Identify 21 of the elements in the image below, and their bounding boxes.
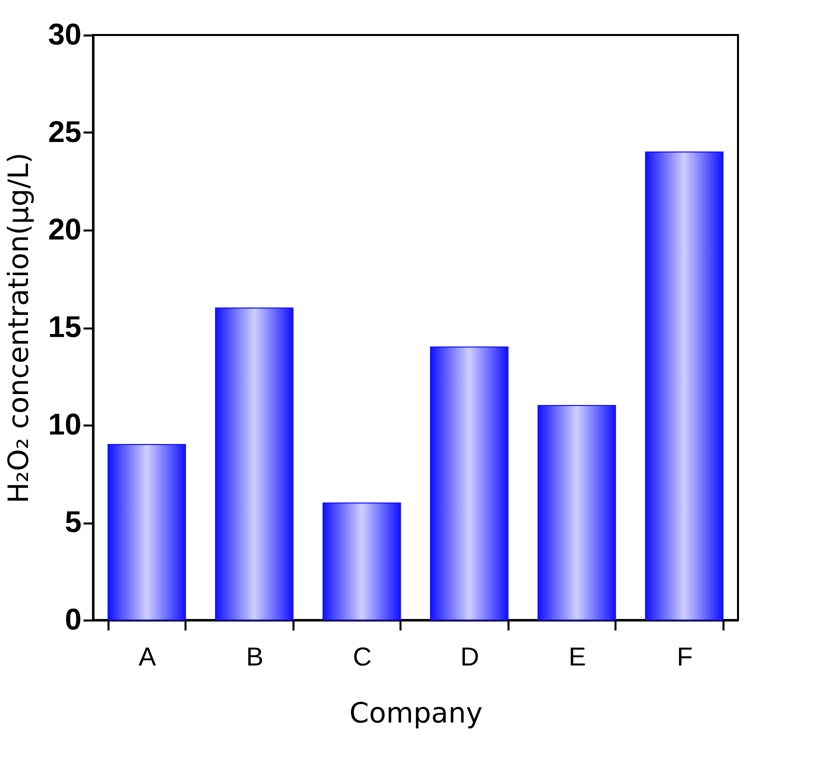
x-tick-label: E	[568, 642, 586, 672]
bar	[645, 152, 724, 620]
x-tick-label: F	[676, 642, 693, 672]
x-tick-label: B	[246, 642, 264, 672]
y-tick-label: 15	[48, 311, 82, 344]
bar	[538, 405, 616, 620]
bar	[430, 346, 508, 620]
y-tick-label: 30	[48, 18, 82, 52]
x-tick-label: D	[460, 642, 480, 672]
x-axis-title: Company	[349, 696, 483, 730]
y-tick-label: 10	[48, 408, 82, 442]
bar	[322, 502, 401, 620]
bar	[215, 308, 294, 620]
y-axis-title: H₂O₂ concentration(μg/L)	[2, 152, 36, 504]
y-tick-label: 0	[64, 604, 82, 636]
x-tick-label: C	[352, 642, 372, 672]
y-tick-label: 25	[48, 116, 82, 149]
x-tick-label: A	[138, 642, 157, 672]
y-tick-label: 20	[48, 214, 82, 246]
y-tick-label: 5	[64, 506, 82, 539]
bar	[108, 444, 186, 620]
